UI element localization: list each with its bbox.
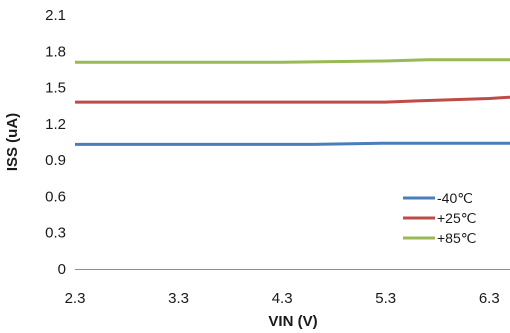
y-tick-label: 0.3 (45, 225, 66, 242)
series-line-3 (75, 58, 510, 64)
x-axis-ticks: 2.3 3.3 4.3 5.3 6.3 (65, 290, 500, 307)
x-tick-label: 2.3 (65, 290, 86, 307)
y-tick-label: 2.1 (45, 7, 66, 24)
legend: -40℃ +25℃ +85℃ (403, 190, 476, 246)
legend-label: -40℃ (437, 190, 473, 206)
y-axis-ticks: 0 0.3 0.6 0.9 1.2 1.5 1.8 2.1 (45, 7, 66, 278)
x-tick-label: 3.3 (168, 290, 189, 307)
x-tick-label: 4.3 (272, 290, 293, 307)
y-tick-label: 0 (58, 261, 66, 278)
legend-label: +25℃ (437, 210, 476, 226)
y-axis-title: ISS (uA) (4, 113, 21, 171)
series-line-2 (75, 95, 510, 104)
y-tick-label: 0.9 (45, 152, 66, 169)
x-tick-label: 5.3 (375, 290, 396, 307)
series-line-1 (75, 141, 510, 146)
series-group (75, 58, 510, 146)
x-tick-label: 6.3 (479, 290, 500, 307)
y-tick-label: 1.5 (45, 80, 66, 97)
legend-label: +85℃ (437, 230, 476, 246)
x-axis-title: VIN (V) (268, 313, 317, 330)
y-tick-label: 1.2 (45, 116, 66, 133)
y-tick-label: 1.8 (45, 43, 66, 60)
y-tick-label: 0.6 (45, 188, 66, 205)
